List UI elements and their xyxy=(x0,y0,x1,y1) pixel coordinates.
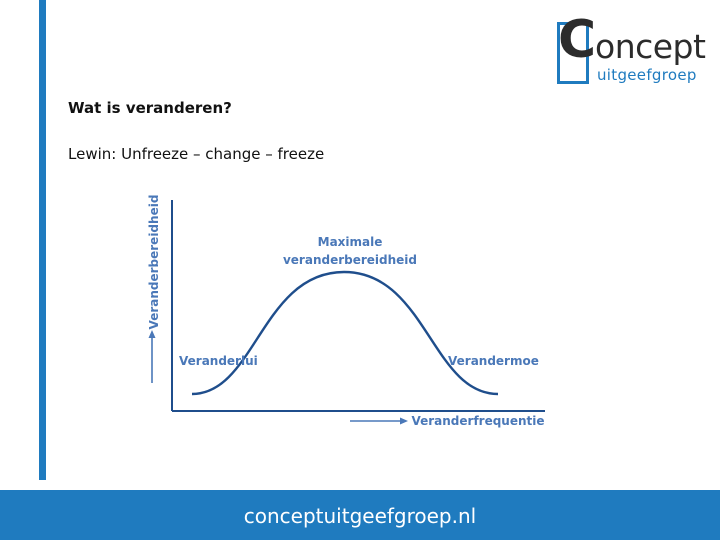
x-axis-label: Veranderfrequentie xyxy=(411,414,544,428)
logo-word: oncept xyxy=(595,27,706,66)
y-axis-label: Veranderbereidheid xyxy=(147,195,161,330)
left-curve-label: Veranderlui xyxy=(179,354,258,368)
change-readiness-diagram: Veranderbereidheid Veranderfrequentie Ma… xyxy=(147,195,545,428)
logo-subtitle: uitgeefgroep xyxy=(597,66,697,84)
peak-label-line2: veranderbereidheid xyxy=(283,253,417,267)
slide-title: Wat is veranderen? xyxy=(68,99,232,117)
x-axis-arrowhead xyxy=(400,417,408,425)
left-accent-bar xyxy=(39,0,46,480)
logo-letter: C xyxy=(558,10,597,70)
concept-logo: C oncept uitgeefgroep xyxy=(553,14,706,88)
readiness-curve xyxy=(191,270,499,396)
logo-frame xyxy=(557,22,589,84)
peak-label-line1: Maximale xyxy=(318,235,383,249)
footer-bar: conceptuitgeefgroep.nl xyxy=(0,490,720,540)
right-curve-label: Verandermoe xyxy=(448,354,539,368)
footer-url: conceptuitgeefgroep.nl xyxy=(243,504,477,528)
y-axis-arrowhead xyxy=(148,330,156,338)
slide-subtitle: Lewin: Unfreeze – change – freeze xyxy=(68,145,325,163)
